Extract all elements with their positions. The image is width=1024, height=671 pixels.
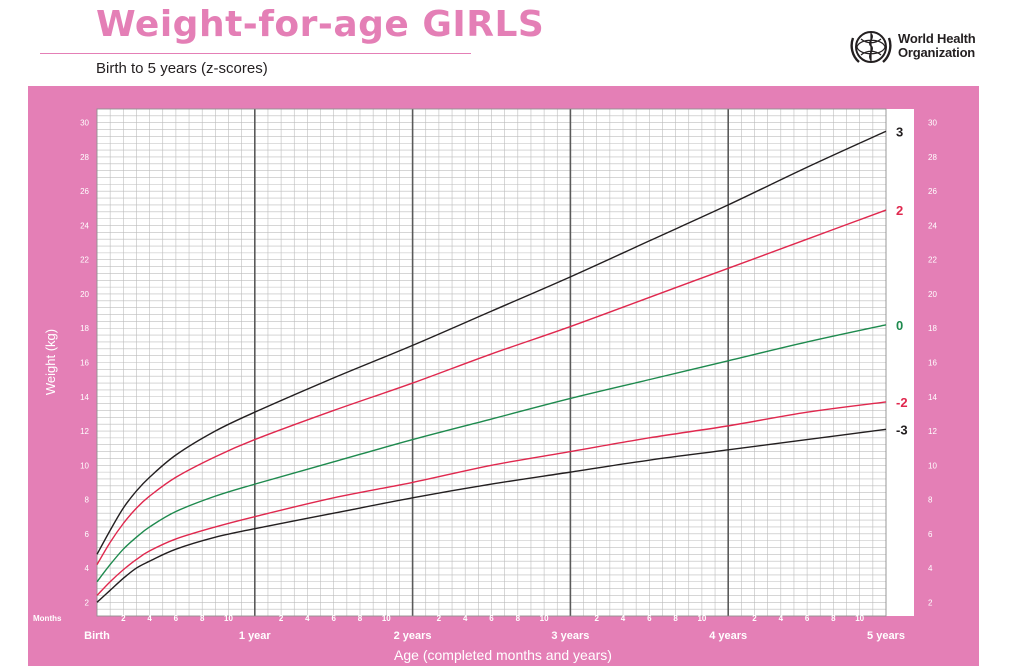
year-tick-label: 3 years	[551, 630, 589, 642]
y-tick-label: 8	[928, 496, 933, 505]
y-tick-label: 28	[80, 153, 89, 162]
month-tick-label: 2	[121, 614, 126, 623]
month-tick-label: 6	[489, 614, 494, 623]
y-tick-label: 14	[80, 393, 89, 402]
year-tick-label: 1 year	[239, 630, 272, 642]
month-tick-label: 10	[540, 614, 549, 623]
month-tick-label: 8	[673, 614, 678, 623]
y-tick-label: 28	[928, 153, 937, 162]
y-tick-label: 30	[928, 119, 937, 128]
year-tick-label: 5 years	[867, 630, 905, 642]
plot-border	[96, 108, 887, 617]
series-line-z3	[96, 130, 887, 555]
page-title: Weight-for-age GIRLS	[96, 4, 545, 45]
month-tick-label: 2	[752, 614, 757, 623]
year-tick-label: 2 years	[394, 630, 432, 642]
z-score-label: -2	[896, 395, 908, 410]
y-tick-label: 30	[80, 119, 89, 128]
y-tick-label: 26	[80, 187, 89, 196]
month-tick-label: 4	[305, 614, 310, 623]
y-tick-label: 20	[928, 290, 937, 299]
month-tick-label: 8	[200, 614, 205, 623]
y-tick-label: 26	[928, 187, 937, 196]
month-tick-labels: 2 4 6 8 10 2 4 6 8 10 2 4 6 8 10 2 4 6 8 10 2 4 6 8 10	[121, 614, 865, 623]
y-tick-label: 12	[928, 427, 937, 436]
y-tick-label: 18	[928, 324, 937, 333]
y-tick-label: 24	[80, 221, 89, 230]
y-tick-label: 20	[80, 290, 89, 299]
series-line-z-3	[96, 428, 887, 603]
month-tick-label: 4	[463, 614, 468, 623]
month-tick-label: 10	[855, 614, 864, 623]
series-line-z-2	[96, 401, 887, 596]
y-tick-label: 4	[928, 564, 933, 573]
y-tick-label: 2	[928, 598, 933, 607]
grid-minor	[96, 108, 887, 617]
month-tick-label: 8	[831, 614, 836, 623]
who-org-name: World Health Organization	[898, 32, 976, 60]
y-tick-label: 12	[80, 427, 89, 436]
y-tick-label: 16	[928, 359, 937, 368]
month-tick-label: 2	[437, 614, 442, 623]
year-tick-label: Birth	[84, 630, 110, 642]
y-tick-label: 2	[85, 598, 90, 607]
month-tick-label: 10	[382, 614, 391, 623]
y-tick-label: 8	[85, 496, 90, 505]
title-underline	[40, 53, 471, 54]
month-tick-label: 4	[779, 614, 784, 623]
page-subtitle: Birth to 5 years (z-scores)	[96, 60, 268, 77]
y-tick-label: 14	[928, 393, 937, 402]
grid-major	[96, 108, 887, 617]
series-layer	[96, 130, 887, 603]
series-line-z0	[96, 324, 887, 583]
year-tick-label: 4 years	[709, 630, 747, 642]
series-line-z2	[96, 209, 887, 565]
month-tick-label: 6	[331, 614, 336, 623]
y-tick-label: 10	[80, 461, 89, 470]
y-tick-label: 6	[928, 530, 933, 539]
month-tick-label: 4	[147, 614, 152, 623]
month-tick-label: 8	[516, 614, 521, 623]
z-score-label: 2	[896, 203, 903, 218]
org-line-2: Organization	[898, 45, 976, 60]
org-line-1: World Health	[898, 31, 976, 46]
who-emblem-icon	[850, 31, 892, 63]
y-tick-label: 18	[80, 324, 89, 333]
month-tick-label: 6	[174, 614, 179, 623]
month-tick-label: 6	[805, 614, 810, 623]
z-score-label: -3	[896, 422, 908, 437]
month-tick-label: 2	[594, 614, 599, 623]
y-tick-label: 4	[85, 564, 90, 573]
months-unit-label: Months	[33, 614, 62, 623]
y-tick-label: 10	[928, 461, 937, 470]
y-tick-label: 24	[928, 221, 937, 230]
month-tick-label: 8	[358, 614, 363, 623]
month-tick-label: 10	[224, 614, 233, 623]
month-tick-label: 2	[279, 614, 284, 623]
z-score-label: 0	[896, 318, 903, 333]
month-tick-label: 10	[697, 614, 706, 623]
year-tick-labels: Birth 1 year 2 years 3 years 4 years 5 years	[84, 630, 905, 642]
y-tick-label: 6	[85, 530, 90, 539]
month-tick-label: 4	[621, 614, 626, 623]
z-score-label: 3	[896, 124, 903, 139]
z-score-labels: 3 2 0 -2 -3	[896, 124, 908, 437]
y-tick-label: 22	[928, 256, 937, 265]
y-tick-label: 16	[80, 359, 89, 368]
y-axis-title: Weight (kg)	[43, 329, 58, 395]
month-tick-label: 6	[647, 614, 652, 623]
x-axis-title: Age (completed months and years)	[394, 647, 612, 663]
y-tick-label: 22	[80, 256, 89, 265]
